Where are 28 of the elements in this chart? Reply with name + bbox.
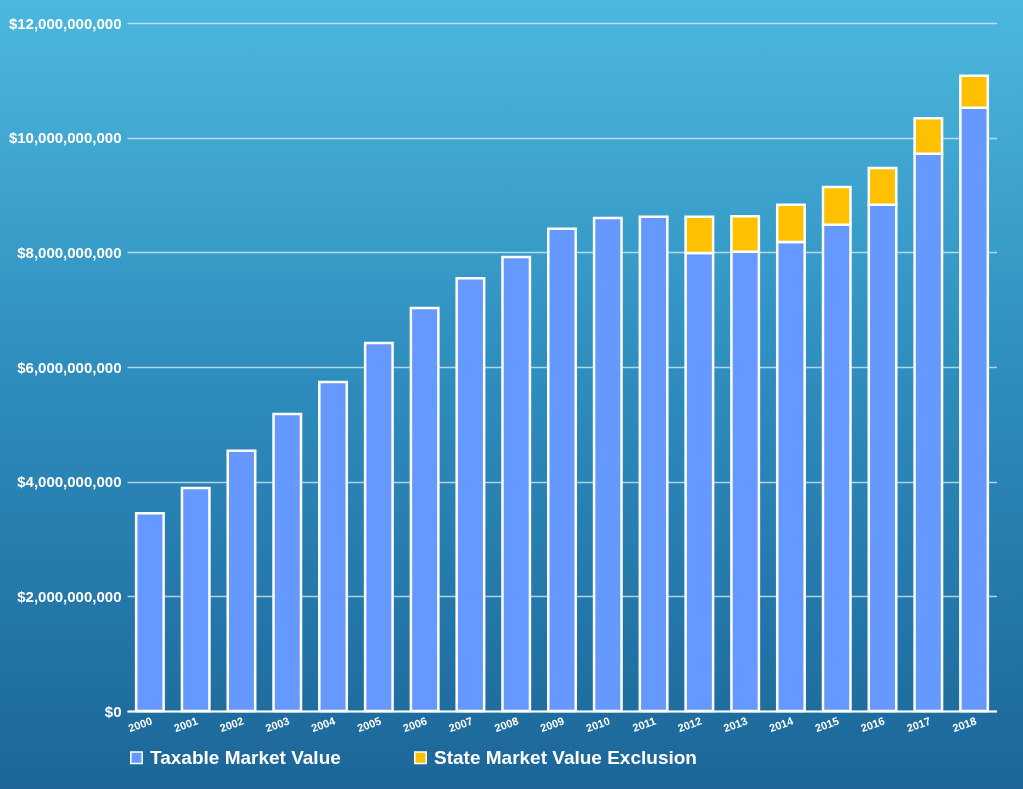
y-tick-label: $2,000,000,000 [17, 587, 122, 605]
legend-label: Taxable Market Value [150, 746, 341, 768]
x-tick-label: 2011 [630, 714, 658, 734]
x-tick-label: 2017 [904, 714, 933, 735]
x-tick-label: 2006 [401, 714, 429, 735]
y-tick-label: $6,000,000,000 [17, 358, 122, 376]
x-tick-label: 2018 [950, 714, 978, 735]
x-tick-label: 2000 [126, 714, 154, 735]
y-tick-label: $0 [104, 702, 122, 720]
x-tick-label: 2014 [767, 714, 796, 735]
x-tick-label: 2008 [492, 714, 520, 735]
x-tick-label: 2009 [538, 714, 566, 735]
legend-label: State Market Value Exclusion [434, 746, 697, 768]
x-tick-label: 2010 [584, 714, 612, 735]
x-tick-label: 2012 [676, 714, 704, 735]
y-tick-label: $4,000,000,000 [17, 473, 122, 491]
y-tick-label: $8,000,000,000 [17, 243, 122, 261]
x-tick-label: 2007 [447, 714, 475, 735]
y-tick-label: $10,000,000,000 [8, 129, 122, 147]
x-tick-label: 2016 [859, 714, 887, 735]
y-tick-label: $12,000,000,000 [8, 14, 122, 32]
x-tick-label: 2004 [309, 714, 338, 735]
x-tick-label: 2003 [263, 714, 292, 735]
x-tick-label: 2001 [172, 714, 200, 735]
x-tick-label: 2015 [813, 714, 841, 735]
x-tick-label: 2005 [355, 714, 383, 735]
x-tick-label: 2002 [218, 714, 246, 735]
x-tick-label: 2013 [721, 714, 749, 735]
